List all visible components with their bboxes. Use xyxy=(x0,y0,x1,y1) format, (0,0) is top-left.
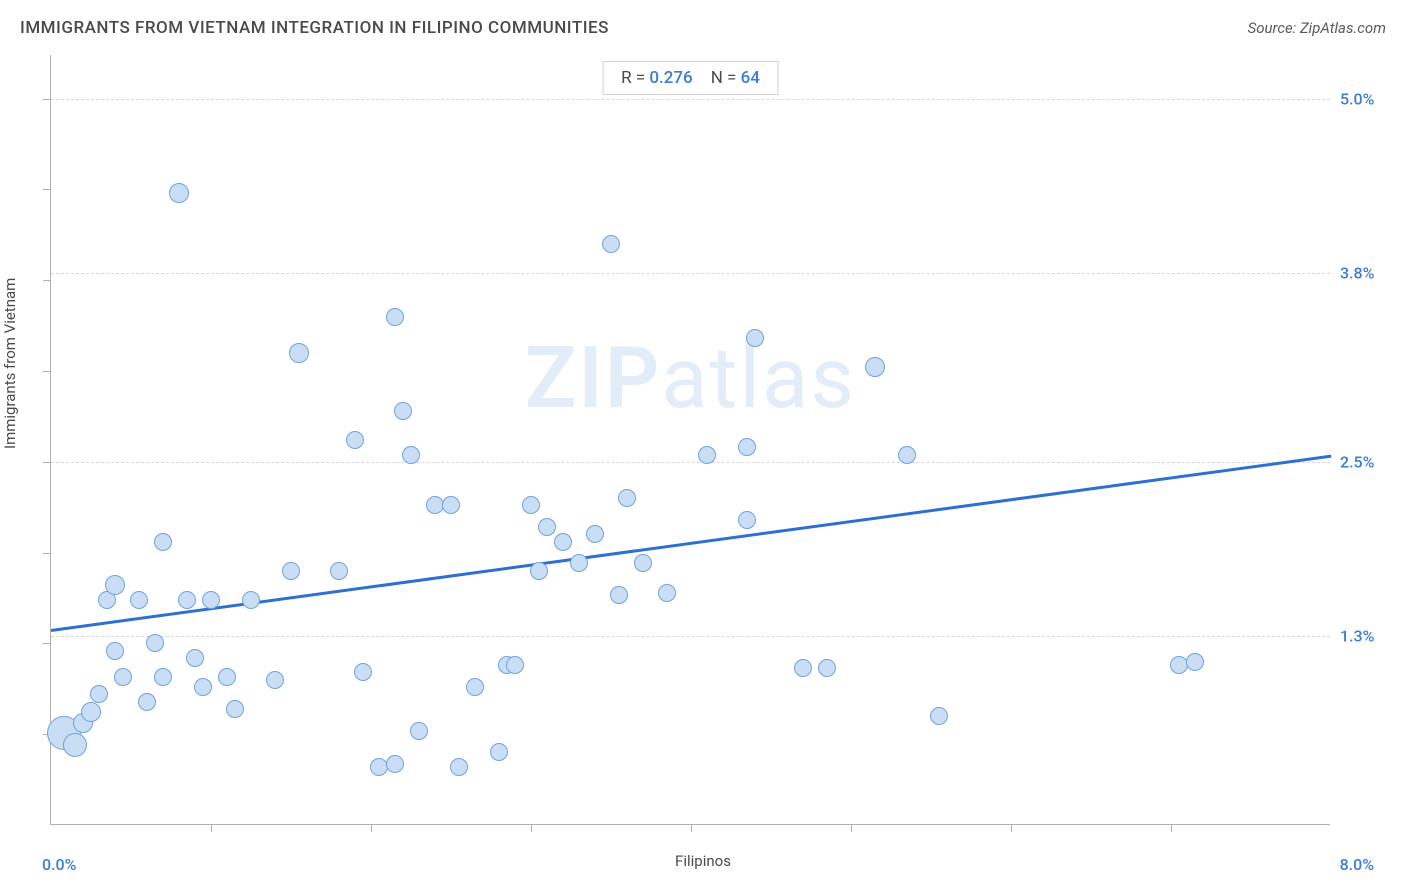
scatter-chart: ZIPatlas R = 0.276N = 64 1.3%2.5%3.8%5.0… xyxy=(50,55,1330,825)
scatter-point xyxy=(466,678,484,696)
scatter-point xyxy=(738,511,756,529)
n-label: N = xyxy=(711,68,741,88)
scatter-point xyxy=(154,668,172,686)
scatter-point xyxy=(90,685,108,703)
r-label: R = xyxy=(621,68,649,88)
scatter-point xyxy=(602,235,620,253)
scatter-point xyxy=(538,518,556,536)
grid-line xyxy=(51,462,1330,463)
scatter-point xyxy=(386,755,404,773)
scatter-point xyxy=(169,183,189,203)
stats-box: R = 0.276 N = 64 xyxy=(602,61,779,95)
scatter-point xyxy=(698,446,716,464)
scatter-point xyxy=(226,700,244,718)
scatter-point xyxy=(81,702,101,722)
scatter-point xyxy=(746,329,764,347)
y-tick xyxy=(43,189,51,190)
scatter-point xyxy=(394,402,412,420)
scatter-point xyxy=(490,743,508,761)
y-tick xyxy=(43,643,51,644)
scatter-point xyxy=(63,733,87,757)
scatter-point xyxy=(194,678,212,696)
x-tick xyxy=(691,824,692,832)
scatter-point xyxy=(658,584,676,602)
x-tick xyxy=(531,824,532,832)
scatter-point xyxy=(386,308,404,326)
scatter-point xyxy=(106,642,124,660)
y-tick-label: 5.0% xyxy=(1340,89,1390,108)
scatter-point xyxy=(1186,653,1204,671)
scatter-point xyxy=(570,554,588,572)
x-tick xyxy=(851,824,852,832)
r-value: 0.276 xyxy=(649,68,692,88)
scatter-point xyxy=(794,659,812,677)
scatter-point xyxy=(218,668,236,686)
x-axis-label: Filipinos xyxy=(675,852,731,870)
scatter-point xyxy=(105,575,125,595)
x-tick xyxy=(211,824,212,832)
x-tick xyxy=(371,824,372,832)
scatter-point xyxy=(178,591,196,609)
scatter-point xyxy=(402,446,420,464)
watermark: ZIPatlas xyxy=(525,328,856,428)
scatter-point xyxy=(114,668,132,686)
scatter-point xyxy=(242,591,260,609)
x-tick xyxy=(1011,824,1012,832)
scatter-point xyxy=(346,431,364,449)
x-max-label: 8.0% xyxy=(1340,855,1374,874)
y-tick xyxy=(43,371,51,372)
scatter-point xyxy=(865,357,885,377)
scatter-point xyxy=(738,438,756,456)
scatter-point xyxy=(586,525,604,543)
y-tick xyxy=(43,553,51,554)
scatter-point xyxy=(818,659,836,677)
scatter-point xyxy=(370,758,388,776)
n-value: 64 xyxy=(741,68,760,88)
scatter-point xyxy=(898,446,916,464)
grid-line xyxy=(51,99,1330,100)
scatter-point xyxy=(930,707,948,725)
scatter-point xyxy=(146,634,164,652)
y-tick-label: 1.3% xyxy=(1340,627,1390,646)
scatter-point xyxy=(154,533,172,551)
y-axis-label: Immigrants from Vietnam xyxy=(1,278,19,449)
x-tick xyxy=(1171,824,1172,832)
scatter-point xyxy=(289,343,309,363)
scatter-point xyxy=(522,496,540,514)
y-tick xyxy=(43,462,51,463)
scatter-point xyxy=(282,562,300,580)
scatter-point xyxy=(138,693,156,711)
header-bar: IMMIGRANTS FROM VIETNAM INTEGRATION IN F… xyxy=(20,18,1386,38)
watermark-zip: ZIP xyxy=(525,328,661,428)
scatter-point xyxy=(506,656,524,674)
grid-line xyxy=(51,636,1330,637)
scatter-point xyxy=(202,591,220,609)
y-tick xyxy=(43,99,51,100)
chart-title: IMMIGRANTS FROM VIETNAM INTEGRATION IN F… xyxy=(20,18,609,38)
y-tick xyxy=(43,280,51,281)
x-min-label: 0.0% xyxy=(42,855,76,874)
scatter-point xyxy=(1170,656,1188,674)
y-tick-label: 2.5% xyxy=(1340,452,1390,471)
scatter-point xyxy=(554,533,572,551)
grid-line xyxy=(51,273,1330,274)
scatter-point xyxy=(634,554,652,572)
scatter-point xyxy=(530,562,548,580)
scatter-point xyxy=(186,649,204,667)
scatter-point xyxy=(618,489,636,507)
scatter-point xyxy=(610,586,628,604)
scatter-point xyxy=(266,671,284,689)
scatter-point xyxy=(410,722,428,740)
y-tick-label: 3.8% xyxy=(1340,263,1390,282)
scatter-point xyxy=(354,663,372,681)
scatter-point xyxy=(450,758,468,776)
source-attribution: Source: ZipAtlas.com xyxy=(1248,19,1386,37)
scatter-point xyxy=(130,591,148,609)
scatter-point xyxy=(442,496,460,514)
scatter-point xyxy=(330,562,348,580)
